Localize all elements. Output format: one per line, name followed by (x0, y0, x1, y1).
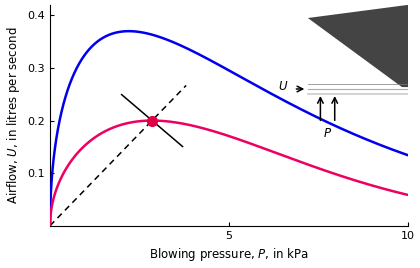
X-axis label: Blowing pressure, $P$, in kPa: Blowing pressure, $P$, in kPa (149, 246, 309, 263)
Polygon shape (308, 5, 408, 92)
Text: $P$: $P$ (323, 127, 332, 140)
Y-axis label: Airflow, $U$, in litres per second: Airflow, $U$, in litres per second (5, 27, 22, 204)
Text: $U$: $U$ (278, 80, 288, 93)
